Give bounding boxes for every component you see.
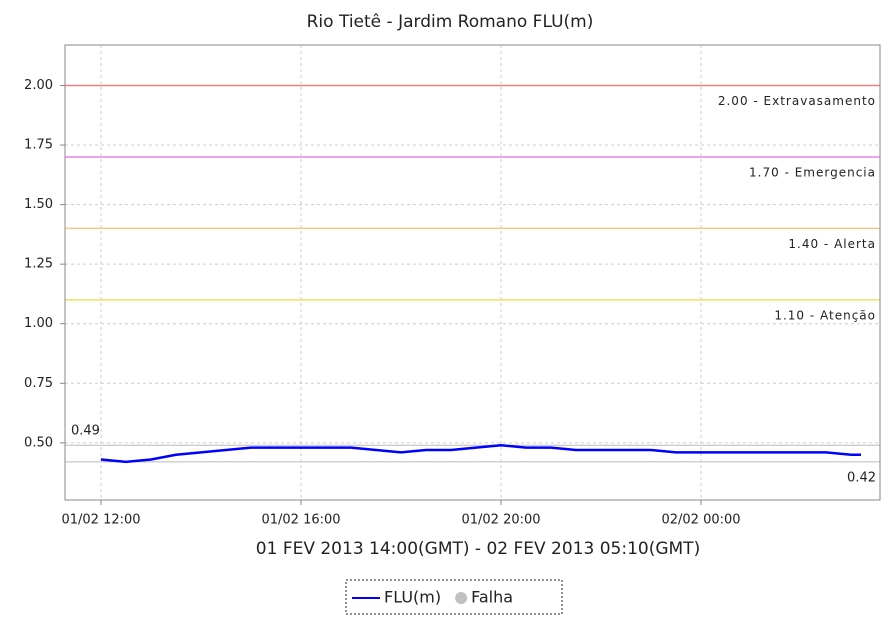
legend-label: Falha xyxy=(471,588,513,607)
x-tick-label: 01/02 12:00 xyxy=(61,513,140,528)
min-label: 0.42 xyxy=(847,470,876,485)
y-tick-label: 2.00 xyxy=(24,78,53,93)
y-tick-label: 1.50 xyxy=(24,197,53,212)
y-tick-label: 0.50 xyxy=(24,435,53,450)
legend-box xyxy=(345,579,563,615)
x-tick-label: 01/02 16:00 xyxy=(261,513,340,528)
y-tick-label: 1.75 xyxy=(24,138,53,153)
plot-frame xyxy=(64,44,881,501)
chart-title: Rio Tietê - Jardim Romano FLU(m) xyxy=(307,12,594,32)
y-tick-label: 0.75 xyxy=(24,376,53,391)
threshold-label: 1.10 - Atenção xyxy=(774,308,876,322)
data-line xyxy=(100,443,861,464)
threshold-label: 2.00 - Extravasamento xyxy=(718,94,876,108)
x-tick-label: 02/02 00:00 xyxy=(661,513,740,528)
y-tick-label: 1.25 xyxy=(24,257,53,272)
legend-label: FLU(m) xyxy=(384,588,441,607)
max-label: 0.49 xyxy=(71,424,100,439)
x-axis-label: 01 FEV 2013 14:00(GMT) - 02 FEV 2013 05:… xyxy=(256,539,700,559)
x-tick-label: 01/02 20:00 xyxy=(461,513,540,528)
threshold-label: 1.70 - Emergencia xyxy=(749,165,876,179)
threshold-label: 1.40 - Alerta xyxy=(788,237,876,251)
legend-swatch xyxy=(455,592,468,604)
y-tick-label: 1.00 xyxy=(24,316,53,331)
